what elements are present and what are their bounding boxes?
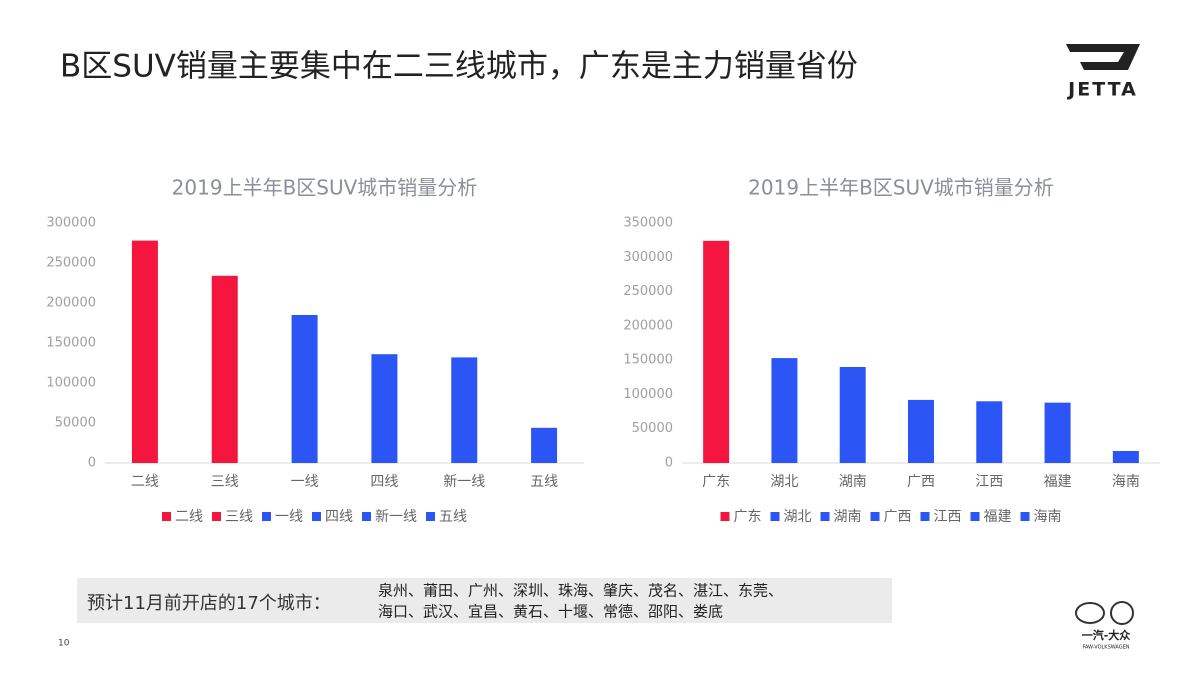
bar	[371, 354, 398, 463]
legend-label: 海南	[1034, 509, 1062, 525]
bar	[1044, 402, 1071, 463]
maker-logo: 一汽-大众 FAW-VOLKSWAGEN	[1075, 601, 1134, 651]
legend-swatch	[312, 512, 321, 521]
legend-swatch	[970, 512, 980, 521]
y-tick-label: 50000	[55, 416, 96, 431]
bar	[976, 401, 1003, 463]
legend-label: 一线	[275, 509, 303, 525]
legend-swatch	[162, 512, 171, 521]
x-tick-label: 海南	[1112, 474, 1140, 490]
x-tick-label: 三线	[211, 474, 239, 490]
bar	[211, 275, 238, 463]
y-tick-label: 150000	[46, 336, 96, 351]
legend: 二线 三线 一线 四线 新一线 五线	[162, 509, 467, 525]
legend-swatch	[720, 512, 730, 521]
legend-swatch	[262, 512, 271, 521]
y-tick-label: 350000	[623, 216, 673, 231]
y-tick-label: 0	[88, 456, 96, 471]
y-tick-label: 300000	[46, 216, 96, 231]
note-line: 泉州、莆田、广州、深圳、珠海、肇庆、茂名、湛江、东莞、	[378, 582, 783, 600]
y-tick-label: 250000	[623, 284, 673, 299]
legend-label: 二线	[175, 509, 203, 525]
legend-label: 福建	[984, 509, 1012, 525]
legend-swatch	[362, 512, 371, 521]
legend-swatch	[770, 512, 780, 521]
legend-swatch	[870, 512, 880, 521]
page-number: 10	[58, 639, 70, 649]
faw-emblem	[1075, 602, 1105, 624]
legend-label: 江西	[934, 509, 962, 525]
legend-swatch	[920, 512, 930, 521]
bar	[291, 315, 318, 463]
maker-cn: 一汽-大众	[1082, 628, 1132, 642]
bar	[908, 399, 934, 463]
bar	[451, 357, 478, 463]
y-tick-label: 0	[665, 456, 673, 471]
y-tick-label: 200000	[46, 296, 96, 311]
bar	[131, 240, 158, 463]
legend-label: 湖南	[834, 509, 862, 525]
legend-label: 三线	[225, 509, 253, 525]
x-tick-label: 福建	[1044, 474, 1072, 490]
note-label: 预计11月前开店的17个城市：	[87, 593, 331, 614]
brand-name: JETTA	[1066, 79, 1138, 101]
y-tick-label: 100000	[623, 387, 673, 402]
x-tick-label: 二线	[131, 474, 159, 490]
bar	[771, 358, 798, 463]
x-tick-label: 江西	[975, 474, 1003, 490]
legend-label: 广西	[884, 509, 912, 525]
y-tick-label: 100000	[46, 376, 96, 391]
y-tick-label: 50000	[632, 421, 673, 436]
x-tick-label: 五线	[530, 474, 558, 490]
x-tick-label: 广东	[702, 474, 730, 490]
x-tick-label: 新一线	[443, 474, 485, 490]
legend-label: 广东	[734, 509, 762, 525]
bar	[703, 240, 730, 463]
bar	[1112, 451, 1139, 463]
x-tick-label: 湖北	[770, 474, 798, 490]
legend: 广东 湖北 湖南 广西 江西 福建 海南	[720, 509, 1062, 525]
y-tick-label: 300000	[623, 250, 673, 265]
slide-title: B区SUV销量主要集中在二三线城市，广东是主力销量省份	[60, 49, 858, 85]
legend-label: 五线	[439, 509, 467, 525]
bar	[531, 427, 558, 463]
bar	[839, 367, 866, 463]
maker-en: FAW-VOLKSWAGEN	[1082, 645, 1129, 651]
legend-label: 湖北	[784, 509, 812, 525]
x-tick-label: 广西	[907, 474, 935, 490]
vw-emblem	[1110, 601, 1134, 625]
x-tick-label: 湖南	[839, 474, 867, 490]
legend-label: 四线	[325, 509, 353, 525]
y-tick-label: 250000	[46, 256, 96, 271]
legend-swatch	[212, 512, 221, 521]
note-box	[77, 578, 892, 623]
y-tick-label: 200000	[623, 318, 673, 333]
chart-title: 2019上半年B区SUV城市销量分析	[172, 176, 478, 200]
legend-swatch	[1020, 512, 1030, 521]
chart-title: 2019上半年B区SUV城市销量分析	[748, 176, 1054, 200]
brand-mark	[1066, 44, 1140, 70]
legend-swatch	[820, 512, 830, 521]
y-tick-label: 150000	[623, 353, 673, 368]
legend-label: 新一线	[375, 509, 417, 525]
x-tick-label: 一线	[291, 474, 319, 490]
x-tick-label: 四线	[370, 474, 398, 490]
legend-swatch	[426, 512, 435, 521]
note-line: 海口、武汉、宜昌、黄石、十堰、常德、邵阳、娄底	[378, 603, 723, 621]
